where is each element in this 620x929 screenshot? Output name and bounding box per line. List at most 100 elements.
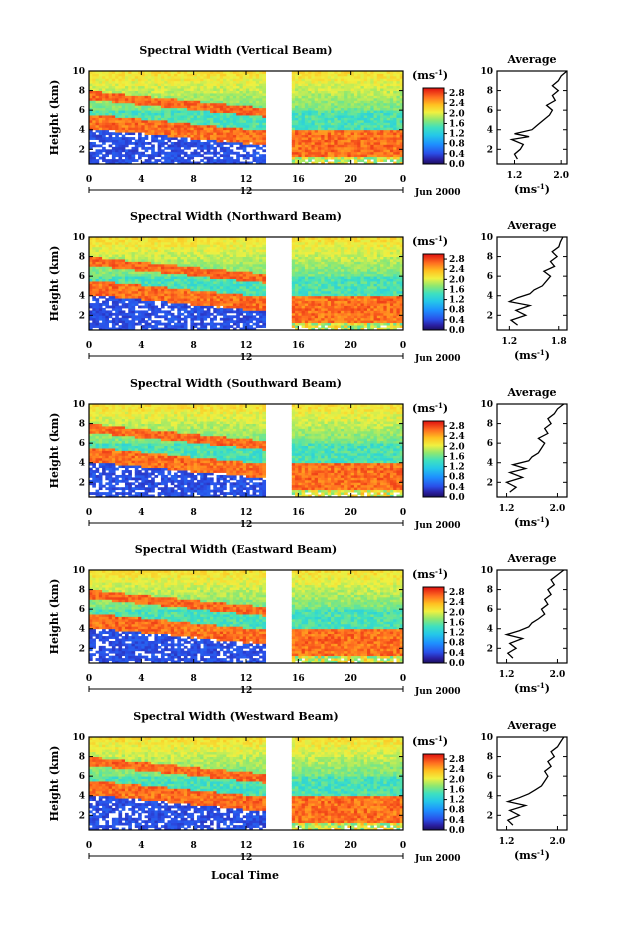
heatmap-cell: [196, 137, 201, 140]
heatmap-cell: [226, 100, 231, 104]
heatmap-cell: [167, 310, 172, 314]
heatmap-cell: [183, 322, 188, 326]
heatmap-cell: [393, 127, 397, 131]
heatmap-cell: [187, 288, 191, 292]
heatmap-cell: [216, 95, 221, 99]
heatmap-cell: [360, 110, 365, 114]
heatmap-cell: [200, 85, 204, 89]
heatmap-cell: [138, 88, 142, 91]
heatmap-cell: [115, 281, 119, 284]
heatmap-cell: [200, 320, 204, 324]
heatmap-cell: [206, 93, 211, 96]
heatmap-cell: [334, 124, 338, 128]
heatmap-cell: [118, 95, 123, 99]
heatmap-cell: [102, 315, 106, 319]
heatmap-cell: [164, 161, 168, 165]
heatmap-cell: [187, 110, 191, 114]
heatmap-cell: [236, 90, 240, 94]
heatmap-cell: [167, 95, 172, 99]
heatmap-cell: [255, 141, 260, 145]
heatmap-cell: [376, 117, 381, 121]
heatmap-cell: [154, 161, 159, 165]
heatmap-cell: [308, 88, 312, 91]
heatmap-cell: [210, 139, 214, 143]
heatmap-cell: [229, 159, 234, 162]
heatmap-cell: [196, 71, 201, 74]
heatmap-cell: [147, 285, 152, 289]
heatmap-cell: [151, 110, 155, 114]
heatmap-cell: [331, 95, 335, 99]
heatmap-cell: [196, 303, 201, 306]
heatmap-cell: [124, 73, 129, 77]
heatmap-cell: [98, 249, 103, 253]
heatmap-cell: [206, 149, 211, 153]
heatmap-cell: [317, 139, 322, 143]
heatmap-cell: [124, 271, 129, 275]
heatmap-cell: [151, 283, 155, 287]
heatmap-cell: [219, 112, 224, 116]
heatmap-cell: [128, 154, 132, 158]
heatmap-cell: [252, 117, 257, 121]
heatmap-cell: [216, 144, 221, 148]
heatmap-cell: [334, 137, 338, 140]
heatmap-cell: [376, 129, 381, 133]
heatmap-cell: [118, 93, 123, 96]
heatmap-cell: [111, 241, 116, 245]
heatmap-cell: [121, 293, 126, 297]
heatmap-cell: [98, 93, 103, 96]
heatmap-cell: [102, 146, 106, 150]
heatmap-cell: [128, 281, 132, 284]
heatmap-cell: [167, 237, 172, 240]
heatmap-cell: [229, 259, 234, 262]
heatmap-cell: [174, 71, 178, 74]
heatmap-cell: [144, 137, 149, 140]
heatmap-cell: [304, 105, 309, 109]
heatmap-cell: [147, 263, 152, 267]
heatmap-cell: [308, 149, 312, 153]
heatmap-cell: [164, 156, 168, 160]
heatmap-cell: [370, 105, 374, 109]
heatmap-cell: [317, 115, 322, 118]
heatmap-cell: [210, 288, 214, 292]
heatmap-cell: [111, 73, 116, 77]
heatmap-cell: [210, 241, 214, 245]
heatmap-cell: [151, 276, 155, 280]
heatmap-cell: [236, 325, 240, 328]
heatmap-cell: [347, 80, 352, 84]
heatmap-cell: [170, 263, 175, 267]
heatmap-cell: [334, 146, 338, 150]
heatmap-cell: [183, 102, 188, 106]
heatmap-cell: [151, 117, 155, 121]
heatmap-cell: [154, 273, 159, 277]
heatmap-cell: [246, 95, 250, 99]
heatmap-cell: [206, 110, 211, 114]
y-tick-label: 2: [79, 145, 85, 155]
heatmap-cell: [373, 105, 378, 109]
heatmap-cell: [147, 127, 152, 131]
heatmap-cell: [360, 83, 365, 87]
heatmap-cell: [311, 161, 316, 165]
heatmap-cell: [363, 75, 368, 79]
heatmap-cell: [89, 137, 93, 140]
heatmap-cell: [200, 278, 204, 282]
heatmap-cell: [177, 298, 181, 302]
heatmap-cell: [183, 132, 188, 136]
heatmap-cell: [118, 137, 123, 140]
heatmap-cell: [134, 97, 139, 101]
heatmap-cell: [177, 83, 181, 87]
heatmap-cell: [357, 83, 361, 87]
heatmap-cell: [246, 300, 250, 304]
heatmap-cell: [141, 290, 145, 294]
heatmap-cell: [223, 78, 227, 82]
heatmap-cell: [118, 298, 123, 302]
heatmap-cell: [213, 93, 217, 96]
heatmap-cell: [347, 115, 352, 118]
heatmap-cell: [304, 97, 309, 101]
heatmap-cell: [213, 271, 217, 275]
heatmap-cell: [151, 149, 155, 153]
heatmap-cell: [121, 119, 126, 123]
heatmap-cell: [229, 71, 234, 74]
heatmap-cell: [324, 115, 329, 118]
heatmap-cell: [108, 239, 113, 243]
